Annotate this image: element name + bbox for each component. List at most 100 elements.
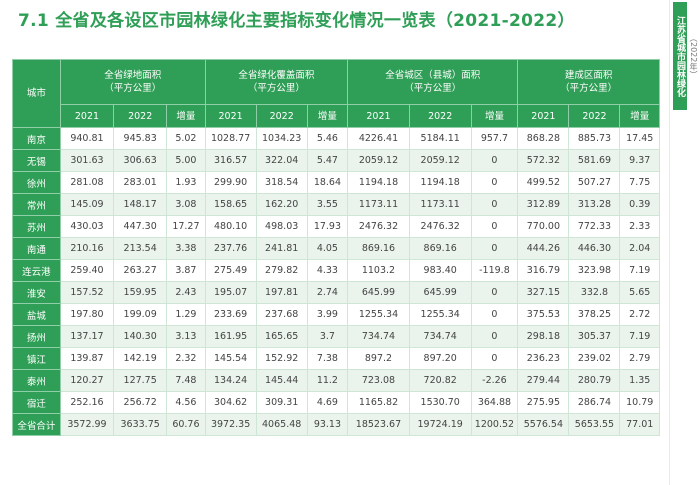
value-cell: 239.02: [568, 347, 621, 370]
value-cell: 313.28: [568, 193, 621, 216]
value-cell: 734.74: [347, 325, 410, 348]
value-cell: 945.83: [113, 127, 168, 150]
value-cell: 309.31: [255, 391, 308, 414]
value-cell: 134.24: [204, 369, 257, 392]
table-header: 城市 全省绿地面积 （平方公里） 全省绿化覆盖面积 （平方公里） 全省城区（县城）面积 （平…: [12, 59, 660, 128]
value-cell: 279.44: [517, 369, 570, 392]
value-cell: 3633.75: [113, 413, 168, 436]
table-row: 无锡 301.63 306.63 5.00 316.57 322.04 5.47 2059.1…: [12, 149, 660, 172]
value-cell: 279.82: [255, 259, 308, 282]
value-cell: 5.65: [619, 281, 660, 304]
indicator-table-container: 城市 全省绿地面积 （平方公里） 全省绿化覆盖面积 （平方公里） 全省城区（县城）面积 （平…: [12, 59, 660, 436]
value-cell: 5.02: [166, 127, 206, 150]
value-cell: 0: [470, 149, 519, 172]
value-cell: 572.32: [517, 149, 570, 172]
value-cell: 306.63: [113, 149, 168, 172]
value-cell: 127.75: [113, 369, 168, 392]
value-cell: 480.10: [204, 215, 257, 238]
city-cell: 镇江: [12, 347, 61, 370]
sub-header: 2021: [59, 104, 115, 128]
value-cell: 1028.77: [204, 127, 257, 150]
value-cell: 720.82: [408, 369, 472, 392]
sub-header: 2022: [408, 104, 472, 128]
value-cell: 120.27: [59, 369, 115, 392]
table-row: 连云港 259.40 263.27 3.87 275.49 279.82 4.33 1103.…: [12, 259, 660, 282]
value-cell: 159.95: [113, 281, 168, 304]
city-cell: 扬州: [12, 325, 61, 348]
value-cell: 17.93: [306, 215, 349, 238]
value-cell: 375.53: [517, 303, 570, 326]
value-cell: 0: [470, 347, 519, 370]
value-cell: 3572.99: [59, 413, 115, 436]
value-cell: 19724.19: [408, 413, 472, 436]
value-cell: 281.08: [59, 171, 115, 194]
group-header: 建成区面积 （平方公里）: [517, 59, 660, 105]
value-cell: 3.99: [306, 303, 349, 326]
value-cell: 1194.18: [408, 171, 472, 194]
side-tab-main-label: 江苏省城市园林绿化: [673, 2, 687, 110]
value-cell: 2.72: [619, 303, 660, 326]
value-cell: 199.09: [113, 303, 168, 326]
table-row: 泰州 120.27 127.75 7.48 134.24 145.44 11.2 723.08…: [12, 369, 660, 392]
value-cell: 581.69: [568, 149, 621, 172]
value-cell: 256.72: [113, 391, 168, 414]
city-cell: 常州: [12, 193, 61, 216]
sub-header: 增量: [470, 104, 519, 128]
city-cell: 无锡: [12, 149, 61, 172]
value-cell: 286.74: [568, 391, 621, 414]
value-cell: 140.30: [113, 325, 168, 348]
value-cell: 444.26: [517, 237, 570, 260]
value-cell: 1165.82: [347, 391, 410, 414]
value-cell: 259.40: [59, 259, 115, 282]
value-cell: 60.76: [166, 413, 206, 436]
value-cell: 145.44: [255, 369, 308, 392]
value-cell: 7.48: [166, 369, 206, 392]
value-cell: 237.68: [255, 303, 308, 326]
value-cell: 148.17: [113, 193, 168, 216]
value-cell: 3.38: [166, 237, 206, 260]
value-cell: 93.13: [306, 413, 349, 436]
value-cell: 3.55: [306, 193, 349, 216]
value-cell: 298.18: [517, 325, 570, 348]
value-cell: 869.16: [347, 237, 410, 260]
value-cell: 322.04: [255, 149, 308, 172]
sub-header: 增量: [166, 104, 206, 128]
value-cell: 447.30: [113, 215, 168, 238]
table-row: 淮安 157.52 159.95 2.43 195.07 197.81 2.74 645.99…: [12, 281, 660, 304]
value-cell: 139.87: [59, 347, 115, 370]
value-cell: 0: [470, 281, 519, 304]
value-cell: 2476.32: [408, 215, 472, 238]
table-row: 南通 210.16 213.54 3.38 237.76 241.81 4.05 869.16…: [12, 237, 660, 260]
value-cell: 5653.55: [568, 413, 621, 436]
value-cell: 1530.70: [408, 391, 472, 414]
value-cell: 0: [470, 171, 519, 194]
value-cell: 3972.35: [204, 413, 257, 436]
value-cell: 7.75: [619, 171, 660, 194]
value-cell: 430.03: [59, 215, 115, 238]
value-cell: 0: [470, 303, 519, 326]
value-cell: 213.54: [113, 237, 168, 260]
value-cell: 280.79: [568, 369, 621, 392]
value-cell: 1200.52: [470, 413, 519, 436]
table-row: 扬州 137.17 140.30 3.13 161.95 165.65 3.7 734.74 7…: [12, 325, 660, 348]
value-cell: 507.27: [568, 171, 621, 194]
city-cell: 宿迁: [12, 391, 61, 414]
value-cell: 237.76: [204, 237, 257, 260]
value-cell: 210.16: [59, 237, 115, 260]
value-cell: 772.33: [568, 215, 621, 238]
value-cell: 5576.54: [517, 413, 570, 436]
value-cell: 0: [470, 325, 519, 348]
value-cell: 161.95: [204, 325, 257, 348]
value-cell: 5.47: [306, 149, 349, 172]
value-cell: 2.32: [166, 347, 206, 370]
value-cell: 197.81: [255, 281, 308, 304]
value-cell: 158.65: [204, 193, 257, 216]
city-cell: 连云港: [12, 259, 61, 282]
table-body: 南京 940.81 945.83 5.02 1028.77 1034.23 5.46 4226…: [12, 127, 660, 436]
page-title: 7.1 全省及各设区市园林绿化主要指标变化情况一览表（2021-2022）: [18, 11, 575, 31]
table-row: 盐城 197.80 199.09 1.29 233.69 237.68 3.99 1255.3…: [12, 303, 660, 326]
value-cell: 3.08: [166, 193, 206, 216]
value-cell: 7.38: [306, 347, 349, 370]
value-cell: 263.27: [113, 259, 168, 282]
indicator-table: 城市 全省绿地面积 （平方公里） 全省绿化覆盖面积 （平方公里） 全省城区（县城）面积 （平…: [12, 59, 660, 436]
